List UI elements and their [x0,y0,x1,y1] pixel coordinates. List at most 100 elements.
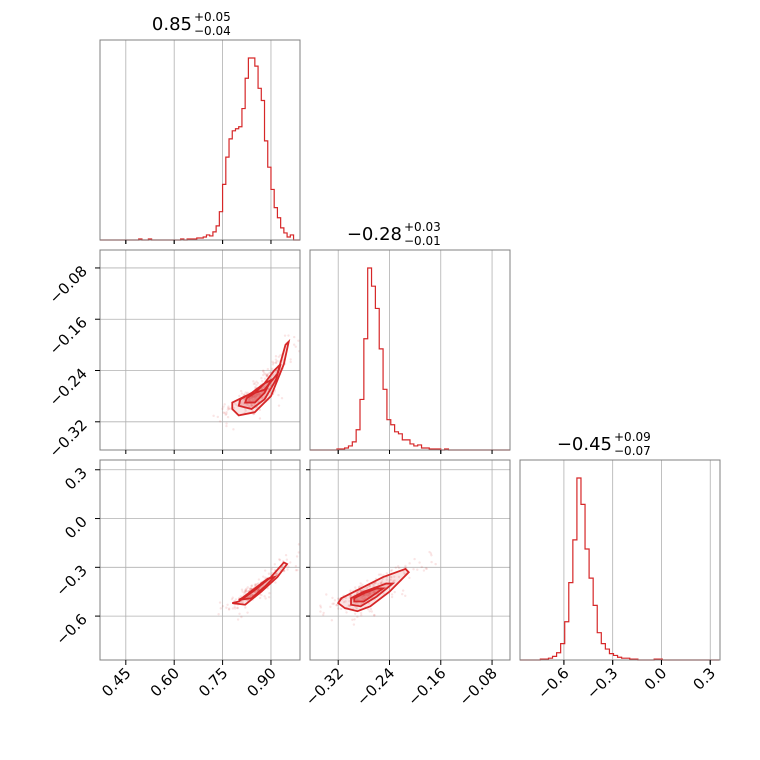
sample-point [366,594,370,597]
sample-point [355,606,358,609]
sample-point [385,578,389,581]
sample-point [262,369,265,372]
panel-title-minus: −0.04 [194,24,231,38]
sample-point [262,370,265,373]
sample-point [286,568,289,571]
contour-line [237,363,282,410]
sample-point [248,587,252,591]
sample-point [331,596,334,600]
sample-point [263,377,267,380]
scatter-frame [309,459,511,661]
sample-point [274,358,278,361]
sample-point [319,606,323,609]
sample-point [254,584,257,587]
sample-point [285,558,289,561]
sample-point [250,584,254,587]
sample-point [289,561,292,564]
sample-point [390,569,394,572]
scatter-panel-2-3 [310,460,510,660]
sample-point [369,592,372,595]
sample-point [294,564,298,568]
sample-point [390,593,394,596]
sample-point [342,600,346,604]
sample-point [264,597,267,600]
x-tick-label: 0.45 [98,664,134,700]
sample-point [235,403,238,407]
sample-point [258,596,262,600]
sample-point [274,361,278,365]
sample-point [353,618,356,621]
x-tick-label: 0.90 [243,664,279,700]
sample-point [363,593,366,597]
sample-point [218,420,222,423]
sample-point [361,594,364,598]
sample-point [377,573,381,576]
contour-fill [238,364,281,409]
sample-point [266,373,269,377]
x-tick-label: −0.08 [456,664,501,709]
sample-point [224,413,227,416]
sample-point [227,608,231,611]
sample-point [294,345,297,348]
sample-point [292,343,296,346]
sample-point [356,615,359,619]
sample-point [372,614,376,617]
sample-point [217,613,220,616]
sample-point [274,572,278,576]
sample-point [232,406,236,410]
sample-point [404,594,407,598]
x-tick-label: −0.3 [583,664,621,702]
sample-point [368,610,371,613]
contour-line [336,567,410,613]
sample-point [344,600,347,603]
sample-point [223,411,226,415]
sample-point [232,428,235,431]
sample-point [268,371,271,375]
sample-point [340,607,343,611]
sample-point [403,572,406,575]
sample-point [236,618,240,621]
sample-point [337,607,340,610]
sample-point [401,589,405,592]
panel-title-plus: +0.09 [614,430,651,444]
sample-point [218,601,222,604]
sample-point [266,373,270,376]
sample-point [225,424,228,428]
sample-point [241,590,244,593]
sample-point [289,358,292,361]
sample-point [380,580,384,583]
sample-point [227,407,231,411]
sample-point [249,586,253,590]
sample-point [349,589,352,592]
scatter-panel-1-3 [100,460,301,660]
sample-point [248,399,251,403]
sample-point [245,587,248,591]
x-tick-label: −0.24 [353,664,398,709]
histogram-frame [309,249,511,451]
y-tick-label: −0.3 [52,561,90,599]
sample-point [359,611,363,615]
sample-point [231,607,235,610]
histogram-step [100,57,300,241]
sample-point [240,615,243,619]
x-tick-label: 0.3 [689,664,719,694]
sample-point [367,602,371,605]
sample-point [244,590,247,593]
sample-point [236,606,240,610]
sample-point [252,412,255,416]
sample-point [273,390,276,393]
sample-point [434,562,437,566]
sample-point [370,610,374,613]
sample-point [244,391,247,394]
sample-point [234,598,238,601]
sample-point [245,403,248,406]
sample-point [420,565,423,569]
sample-point [359,585,362,588]
sample-point [248,397,251,401]
histogram-panel-3: −0.45 +0.09−0.07 [520,430,720,664]
sample-point [397,575,401,579]
sample-point [425,567,429,570]
sample-point [367,607,370,611]
sample-point [271,360,274,364]
sample-point [251,396,254,399]
